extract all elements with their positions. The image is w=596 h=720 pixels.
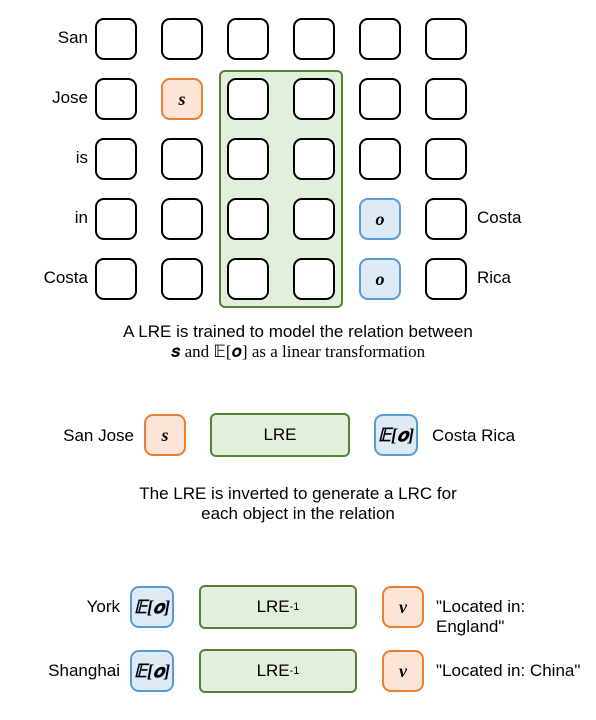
inv1-left-label: Shanghai <box>48 661 120 681</box>
inv0-left-label: York <box>87 597 120 617</box>
caption-lre-invert: The LRE is inverted to generate a LRC fo… <box>0 484 596 524</box>
grid-cell-r1-c1: s <box>161 78 203 120</box>
grid-cell-r3-c4: o <box>359 198 401 240</box>
grid-cell-r2-c1 <box>161 138 203 180</box>
row-label-right-4: Rica <box>477 268 511 288</box>
grid-cell-r0-c0 <box>95 18 137 60</box>
inv1-right-label: "Located in: China" <box>436 661 580 681</box>
caption-lre-train-line1: 𝒔 and 𝔼[𝒐] as a linear transformation <box>171 342 425 361</box>
inv1-v-box: v <box>382 650 424 692</box>
eo-box: 𝔼[𝒐] <box>374 414 418 456</box>
inv0-eo-box: 𝔼[𝒐] <box>130 586 174 628</box>
lre-box: LRE <box>210 413 350 457</box>
grid-cell-r3-c1 <box>161 198 203 240</box>
row-label-left-0: San <box>40 28 88 48</box>
grid-cell-r1-c2 <box>227 78 269 120</box>
inv1-lreinv-box: LRE-1 <box>199 649 357 693</box>
row-label-left-2: is <box>40 148 88 168</box>
row-label-left-4: Costa <box>40 268 88 288</box>
grid-cell-r1-c4 <box>359 78 401 120</box>
grid-cell-r0-c3 <box>293 18 335 60</box>
lre-right-label: Costa Rica <box>432 426 515 446</box>
grid-cell-r4-c1 <box>161 258 203 300</box>
grid-cell-r4-c2 <box>227 258 269 300</box>
grid-cell-r2-c4 <box>359 138 401 180</box>
inv1-eo-box: 𝔼[𝒐] <box>130 650 174 692</box>
grid-cell-r0-c1 <box>161 18 203 60</box>
grid-cell-r0-c5 <box>425 18 467 60</box>
row-label-left-3: in <box>40 208 88 228</box>
grid-cell-r4-c4: o <box>359 258 401 300</box>
caption-lre-invert-line1: each object in the relation <box>201 504 395 523</box>
grid-cell-r1-c3 <box>293 78 335 120</box>
inv0-lreinv-box: LRE-1 <box>199 585 357 629</box>
lre-left-label: San Jose <box>63 426 134 446</box>
grid-cell-r0-c2 <box>227 18 269 60</box>
grid-cell-r0-c4 <box>359 18 401 60</box>
inv0-v-box: v <box>382 586 424 628</box>
grid-cell-r2-c0 <box>95 138 137 180</box>
grid-cell-r4-c0 <box>95 258 137 300</box>
caption-lre-invert-line0: The LRE is inverted to generate a LRC fo… <box>139 484 457 503</box>
row-label-right-3: Costa <box>477 208 521 228</box>
grid-cell-r2-c2 <box>227 138 269 180</box>
grid-cell-r3-c0 <box>95 198 137 240</box>
grid-cell-r2-c5 <box>425 138 467 180</box>
grid-cell-r3-c2 <box>227 198 269 240</box>
caption-lre-train-line0: A LRE is trained to model the relation b… <box>123 322 473 341</box>
grid-cell-r3-c3 <box>293 198 335 240</box>
s-box: s <box>144 414 186 456</box>
inv0-right-label: "Located in: England" <box>436 597 596 637</box>
grid-cell-r3-c5 <box>425 198 467 240</box>
grid-cell-r1-c5 <box>425 78 467 120</box>
caption-lre-train: A LRE is trained to model the relation b… <box>0 322 596 362</box>
grid-cell-r2-c3 <box>293 138 335 180</box>
grid-cell-r4-c5 <box>425 258 467 300</box>
grid-cell-r4-c3 <box>293 258 335 300</box>
row-label-left-1: Jose <box>40 88 88 108</box>
grid-cell-r1-c0 <box>95 78 137 120</box>
